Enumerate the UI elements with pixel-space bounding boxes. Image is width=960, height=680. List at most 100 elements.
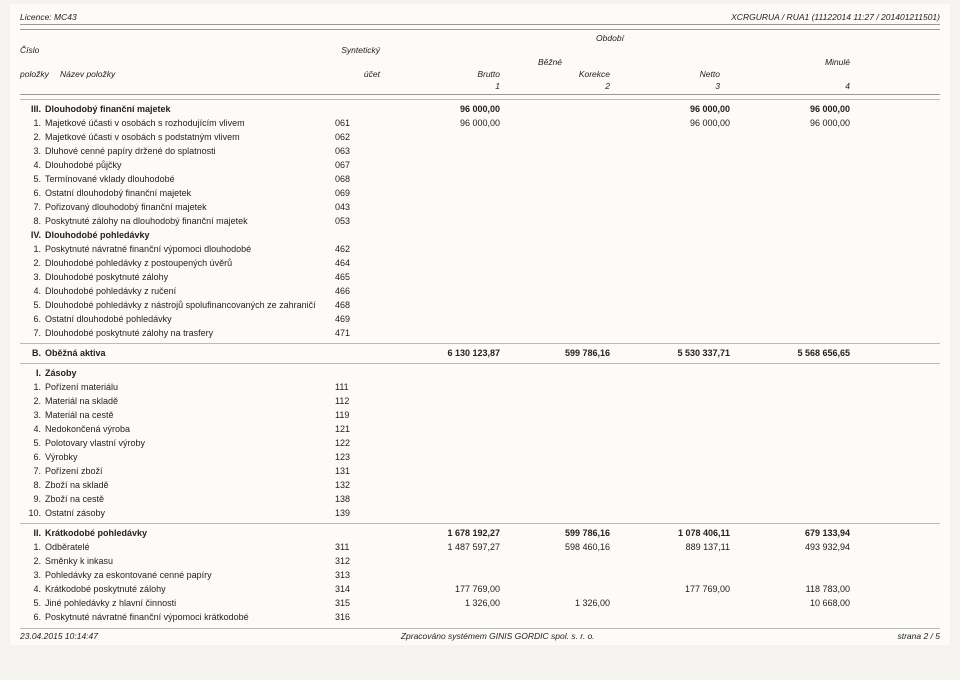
table-row: 7.Dlouhodobé poskytnuté zálohy na trasfe… <box>20 326 940 340</box>
cell: 96 000,00 <box>380 116 500 130</box>
cell: Dlouhodobé pohledávky z ručení <box>45 284 335 298</box>
cell <box>730 298 850 312</box>
cell: 112 <box>335 394 380 408</box>
cell <box>500 492 610 506</box>
table-row: 1.Odběratelé3111 487 597,27598 460,16889… <box>20 540 940 554</box>
cell: 679 133,94 <box>730 526 850 540</box>
cell <box>730 436 850 450</box>
table-row: 5.Dlouhodobé pohledávky z nástrojů spolu… <box>20 298 940 312</box>
cell <box>730 270 850 284</box>
cell <box>610 270 730 284</box>
cell: 3. <box>20 568 45 582</box>
cell <box>380 144 500 158</box>
cell: 3. <box>20 408 45 422</box>
hdr-obdobi: Období <box>500 32 720 44</box>
table-row: 6.Ostatní dlouhodobé pohledávky469 <box>20 312 940 326</box>
page-container: Licence: MC43 XCRGURUA / RUA1 (11122014 … <box>10 4 950 645</box>
table-row: 4.Dlouhodobé půjčky067 <box>20 158 940 172</box>
cell: 6. <box>20 610 45 624</box>
cell <box>610 298 730 312</box>
cell <box>380 568 500 582</box>
cell <box>500 568 610 582</box>
hdr-n4: 4 <box>720 80 850 92</box>
cell <box>500 464 610 478</box>
hdr-synt: Syntetický <box>320 44 380 56</box>
cell: 465 <box>335 270 380 284</box>
hdr-n1: 1 <box>380 80 500 92</box>
cell <box>380 172 500 186</box>
cell: 8. <box>20 478 45 492</box>
hdr-brutto: Brutto <box>380 68 500 80</box>
cell: Zboží na skladě <box>45 478 335 492</box>
cell <box>610 312 730 326</box>
cell <box>610 228 730 242</box>
cell <box>380 326 500 340</box>
cell <box>730 422 850 436</box>
cell: 5 568 656,65 <box>730 346 850 360</box>
cell: 138 <box>335 492 380 506</box>
cell: Ostatní zásoby <box>45 506 335 520</box>
cell: 468 <box>335 298 380 312</box>
cell: Dlouhodobé půjčky <box>45 158 335 172</box>
cell: 96 000,00 <box>730 102 850 116</box>
cell <box>730 158 850 172</box>
cell <box>380 200 500 214</box>
cell <box>500 102 610 116</box>
cell <box>380 380 500 394</box>
cell: 1 078 406,11 <box>610 526 730 540</box>
cell: 3. <box>20 144 45 158</box>
cell <box>730 610 850 624</box>
table-row: 2.Dlouhodobé pohledávky z postoupených ú… <box>20 256 940 270</box>
cell <box>335 526 380 540</box>
cell: 119 <box>335 408 380 422</box>
section-header-row: II.Krátkodobé pohledávky1 678 192,27599 … <box>20 526 940 540</box>
cell: 6. <box>20 450 45 464</box>
cell: Polotovary vlastní výroby <box>45 436 335 450</box>
cell: 068 <box>335 172 380 186</box>
cell: Materiál na skladě <box>45 394 335 408</box>
cell <box>730 366 850 380</box>
cell: 132 <box>335 478 380 492</box>
table-row: 5.Polotovary vlastní výroby122 <box>20 436 940 450</box>
cell: 062 <box>335 130 380 144</box>
cell: 3. <box>20 270 45 284</box>
cell: 599 786,16 <box>500 526 610 540</box>
hdr-minule: Minulé <box>720 56 850 68</box>
cell <box>500 610 610 624</box>
cell: 2. <box>20 256 45 270</box>
cell: Dlouhodobý finanční majetek <box>45 102 335 116</box>
cell <box>610 596 730 610</box>
column-header: Období Číslo Syntetický Běžné Minulé pol… <box>20 29 940 95</box>
cell: 493 932,94 <box>730 540 850 554</box>
cell <box>500 436 610 450</box>
cell <box>380 422 500 436</box>
cell: 118 783,00 <box>730 582 850 596</box>
cell: Směnky k inkasu <box>45 554 335 568</box>
cell <box>730 492 850 506</box>
cell <box>500 506 610 520</box>
cell: 313 <box>335 568 380 582</box>
cell: 599 786,16 <box>500 346 610 360</box>
cell: 2. <box>20 554 45 568</box>
cell: 1 487 597,27 <box>380 540 500 554</box>
cell: 471 <box>335 326 380 340</box>
cell <box>380 130 500 144</box>
cell: 8. <box>20 214 45 228</box>
cell: 96 000,00 <box>730 116 850 130</box>
cell: 4. <box>20 582 45 596</box>
section-header-row: B.Oběžná aktiva6 130 123,87599 786,165 5… <box>20 346 940 360</box>
cell <box>500 380 610 394</box>
cell: 7. <box>20 326 45 340</box>
cell: Dlouhodobé poskytnuté zálohy na trasfery <box>45 326 335 340</box>
cell: 131 <box>335 464 380 478</box>
hdr-korekce: Korekce <box>500 68 610 80</box>
cell: 1 326,00 <box>500 596 610 610</box>
cell <box>610 366 730 380</box>
cell <box>610 380 730 394</box>
cell <box>500 326 610 340</box>
cell <box>380 450 500 464</box>
cell: Oběžná aktiva <box>45 346 335 360</box>
cell: 121 <box>335 422 380 436</box>
cell: 312 <box>335 554 380 568</box>
cell <box>500 450 610 464</box>
